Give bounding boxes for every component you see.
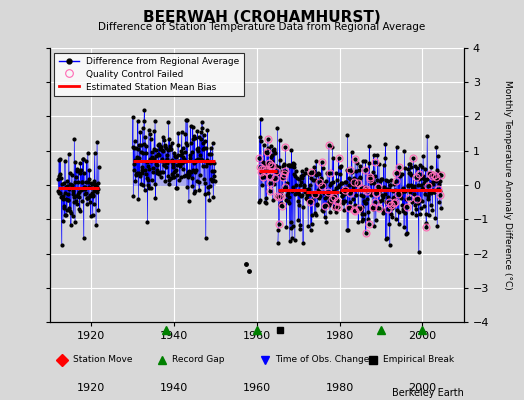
Text: 1940: 1940 xyxy=(160,383,188,393)
Text: 1980: 1980 xyxy=(325,383,354,393)
Text: 1960: 1960 xyxy=(243,383,271,393)
Text: Empirical Break: Empirical Break xyxy=(383,356,454,364)
Y-axis label: Monthly Temperature Anomaly Difference (°C): Monthly Temperature Anomaly Difference (… xyxy=(503,80,512,290)
Text: Berkeley Earth: Berkeley Earth xyxy=(392,388,464,398)
Text: Difference of Station Temperature Data from Regional Average: Difference of Station Temperature Data f… xyxy=(99,22,425,32)
Text: Record Gap: Record Gap xyxy=(172,356,224,364)
Text: 1920: 1920 xyxy=(77,383,105,393)
Text: Station Move: Station Move xyxy=(72,356,132,364)
Text: BEERWAH (CROHAMHURST): BEERWAH (CROHAMHURST) xyxy=(143,10,381,25)
Legend: Difference from Regional Average, Quality Control Failed, Estimated Station Mean: Difference from Regional Average, Qualit… xyxy=(54,52,244,96)
Text: 2000: 2000 xyxy=(408,383,436,393)
Text: Time of Obs. Change: Time of Obs. Change xyxy=(276,356,370,364)
